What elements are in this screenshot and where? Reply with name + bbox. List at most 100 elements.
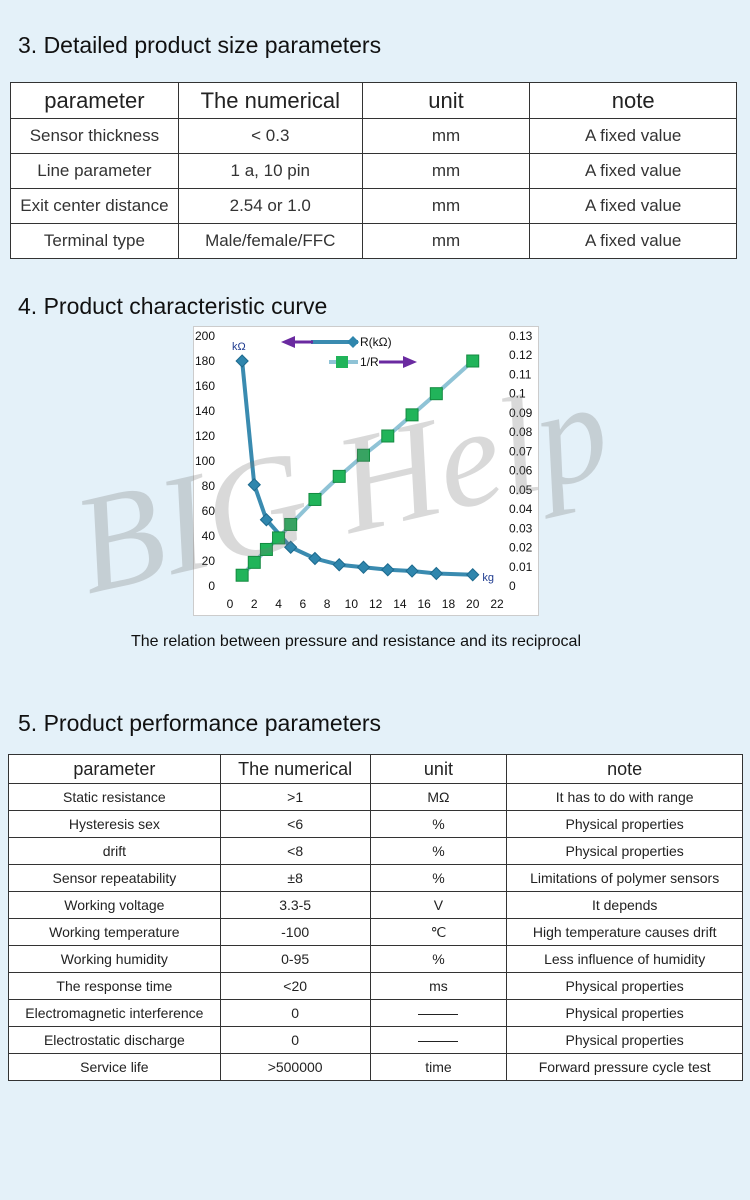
table-header-row: parameter The numerical unit note [10,82,737,119]
x-tick-label: 0 [227,597,234,611]
data-point-reciprocal [466,354,480,368]
cell-parameter: Exit center distance [10,188,179,224]
dash-line [418,1013,459,1015]
y-tick-label: 180 [195,354,215,368]
table-row: Sensor thickness < 0.3 mm A fixed value [10,118,737,154]
cell-note: It depends [506,891,743,919]
y-tick-label: 100 [195,454,215,468]
x-tick-label: 12 [369,597,383,611]
cell-unit: % [369,864,508,892]
legend-marker-r [347,336,359,348]
x-tick-label: 10 [345,597,359,611]
table-header-row: parameter The numerical unit note [8,754,743,784]
cell-unit: % [369,810,508,838]
legend-label-r: R(kΩ) [360,335,392,349]
cell-unit: V [369,891,508,919]
cell-parameter: Electrostatic discharge [8,1026,221,1054]
legend-arrowhead-right-icon [403,356,417,368]
cell-parameter: drift [8,837,221,865]
y2-tick-label: 0.01 [509,560,533,574]
x-tick-label: 14 [393,597,407,611]
cell-value: <6 [219,810,371,838]
y2-tick-label: 0.12 [509,348,533,362]
section-3-title: 3. Detailed product size parameters [18,32,382,58]
cell-note: Physical properties [506,837,743,865]
y-tick-label: 120 [195,429,215,443]
cell-unit: ms [369,972,508,1000]
y-axis-unit-label: kΩ [232,341,246,353]
x-tick-label: 16 [418,597,432,611]
data-point-reciprocal [429,387,443,401]
cell-note: High temperature causes drift [506,918,743,946]
cell-note: Less influence of humidity [506,945,743,973]
cell-note: A fixed value [529,118,737,154]
data-point-r [381,563,395,577]
header-numerical: The numerical [219,754,371,784]
cell-unit: time [369,1053,508,1081]
y2-tick-label: 0.02 [509,541,533,555]
dash-line [418,1040,459,1042]
data-point-reciprocal [247,555,261,569]
performance-parameters-table: parameter The numerical unit note Static… [8,754,743,1081]
cell-value: 1 a, 10 pin [177,153,363,189]
y2-tick-label: 0.03 [509,521,533,535]
table-row: Working temperature -100 ℃ High temperat… [8,918,743,946]
x-tick-label: 20 [466,597,480,611]
y-tick-label: 140 [195,404,215,418]
cell-parameter: Sensor repeatability [8,864,221,892]
cell-value: ±8 [219,864,371,892]
table-row: Sensor repeatability ±8 % Limitations of… [8,864,743,892]
cell-note: A fixed value [529,223,737,259]
cell-unit: mm [361,118,531,154]
y-tick-label: 0 [208,579,215,593]
cell-value: <8 [219,837,371,865]
data-point-r [405,564,419,578]
cell-unit [369,1026,508,1054]
cell-note: Physical properties [506,1026,743,1054]
cell-unit: MΩ [369,783,508,811]
cell-parameter: Electromagnetic interference [8,999,221,1027]
data-point-reciprocal [332,469,346,483]
header-note: note [506,754,743,784]
cell-note: Physical properties [506,999,743,1027]
cell-parameter: Working humidity [8,945,221,973]
cell-unit: ℃ [369,918,508,946]
x-tick-label: 8 [324,597,331,611]
x-tick-label: 6 [299,597,306,611]
data-point-r [429,566,444,581]
y2-tick-label: 0.1 [509,387,526,401]
cell-parameter: Working voltage [8,891,221,919]
cell-note: Physical properties [506,972,743,1000]
data-point-r [332,558,346,572]
cell-value: <20 [219,972,371,1000]
header-unit: unit [361,82,531,119]
cell-unit: mm [361,188,531,224]
cell-parameter: Line parameter [10,153,179,189]
y-tick-label: 60 [202,504,216,518]
section-5-title: 5. Product performance parameters [18,710,382,736]
cell-value: 3.3-5 [219,891,371,919]
data-point-reciprocal [259,542,273,556]
cell-note: A fixed value [529,153,737,189]
data-point-reciprocal [381,429,395,443]
table-row: Exit center distance 2.54 or 1.0 mm A fi… [10,188,737,224]
data-point-r [259,513,274,527]
data-point-reciprocal [308,492,322,506]
x-tick-label: 4 [275,597,282,611]
y-tick-label: 20 [202,554,216,568]
header-note: note [529,82,737,119]
x-tick-label: 22 [490,597,504,611]
header-parameter: parameter [8,754,221,784]
y2-tick-label: 0.05 [509,483,533,497]
data-point-r [235,354,249,368]
cell-value: 0 [219,1026,371,1054]
header-unit: unit [369,754,508,784]
data-point-reciprocal [405,408,419,422]
cell-parameter: The response time [8,972,221,1000]
y2-tick-label: 0.04 [509,502,533,516]
chart-caption: The relation between pressure and resist… [130,633,582,650]
legend-label-reciprocal: 1/R [360,355,379,369]
cell-parameter: Hysteresis sex [8,810,221,838]
table-row: drift <8 % Physical properties [8,837,743,865]
cell-parameter: Working temperature [8,918,221,946]
